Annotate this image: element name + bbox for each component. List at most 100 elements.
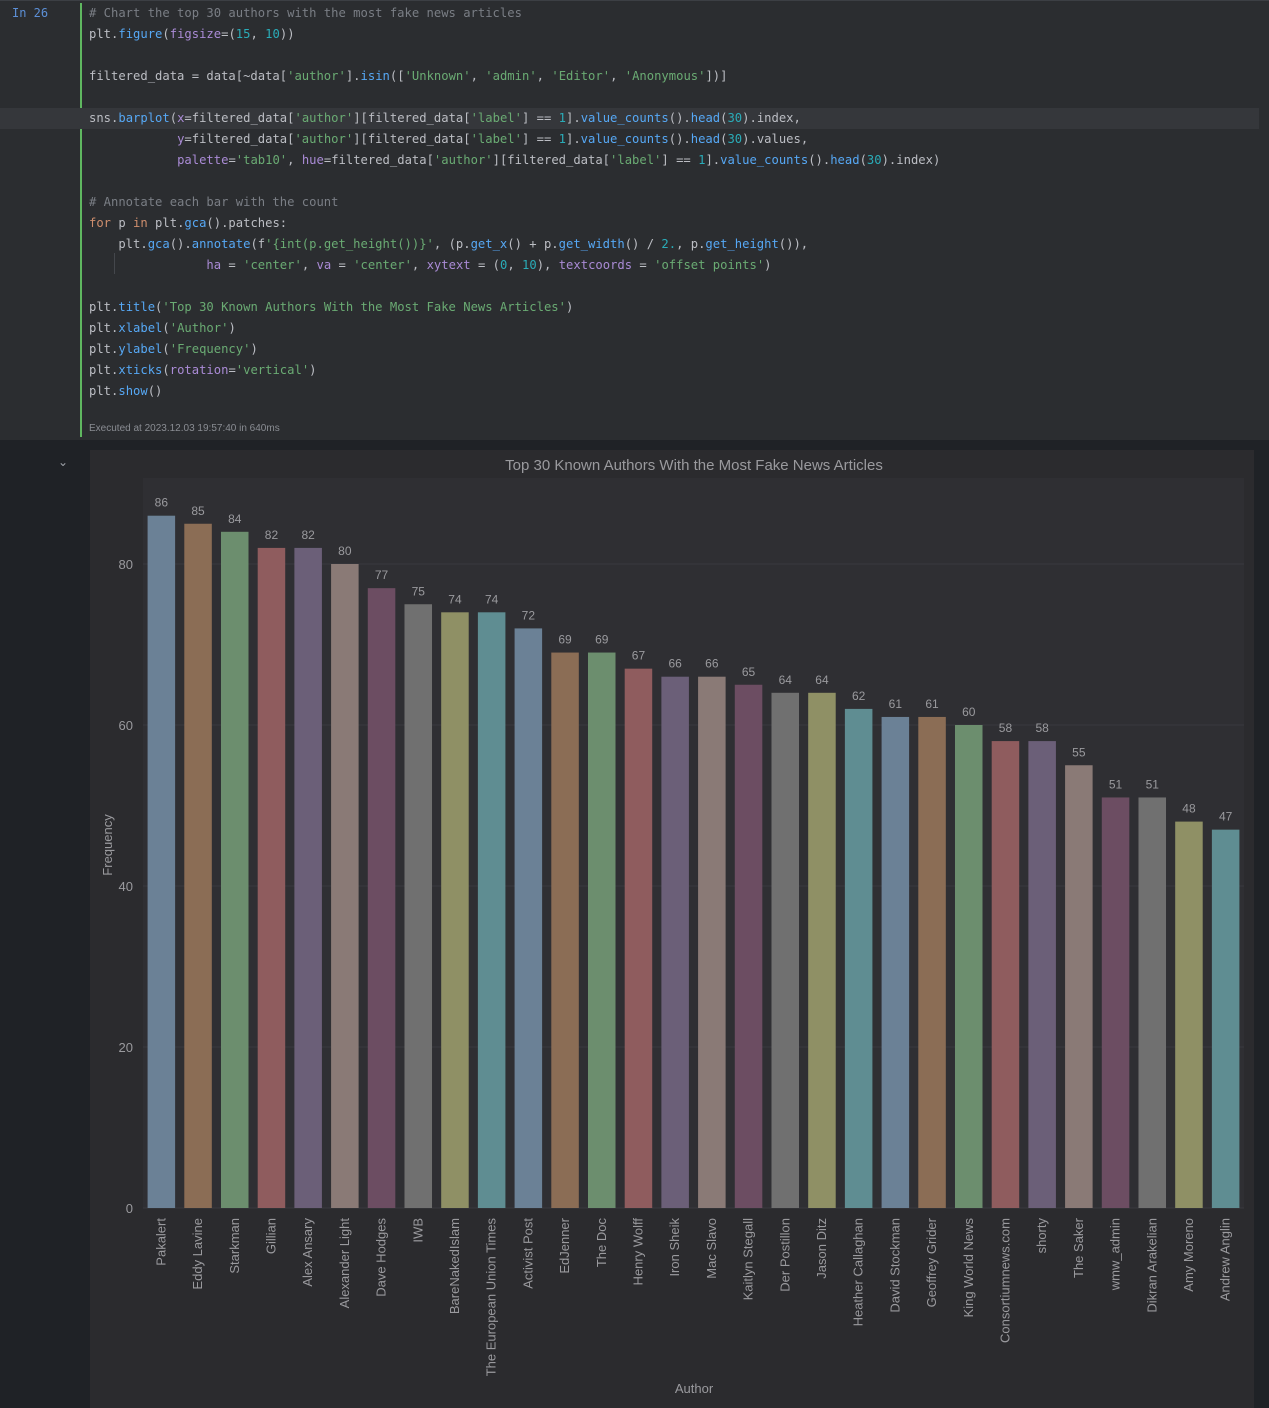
code-line[interactable] <box>89 276 1259 297</box>
bar-the-doc <box>587 652 616 1208</box>
x-tick-label: Dave Hodges <box>374 1218 389 1297</box>
bar-shorty <box>1028 741 1056 1208</box>
x-tick-label: EdJenner <box>557 1217 572 1273</box>
bar-value-label: 77 <box>375 568 389 582</box>
bar-value-label: 84 <box>228 512 242 526</box>
code-line[interactable]: # Chart the top 30 authors with the most… <box>89 6 522 20</box>
y-tick-label: 40 <box>119 879 133 894</box>
x-tick-label: Activist Post <box>520 1218 535 1289</box>
code-line[interactable]: # Annotate each bar with the count <box>89 195 339 209</box>
bar-dikran-arakelian <box>1138 797 1167 1208</box>
x-tick-label: Geoffrey Grider <box>924 1217 939 1307</box>
x-tick-label: Andrew Anglin <box>1218 1218 1233 1301</box>
bar-jason-ditz <box>808 692 836 1208</box>
x-tick-label: Jason Ditz <box>814 1218 829 1279</box>
bar-amy-moreno <box>1175 821 1203 1208</box>
plot-area <box>143 478 1244 1208</box>
cell-execution-prompt: In 26 <box>12 6 49 20</box>
x-tick-label: Kaitlyn Stegall <box>741 1218 756 1300</box>
x-tick-label: Henry Wolff <box>630 1218 645 1286</box>
bar-value-label: 64 <box>779 673 793 687</box>
bar-value-label: 58 <box>999 721 1013 735</box>
bar-value-label: 82 <box>301 528 315 542</box>
bar-value-label: 47 <box>1219 810 1233 824</box>
execution-status: Executed at 2023.12.03 19:57:40 in 640ms <box>89 423 280 434</box>
x-tick-label: Der Postillon <box>777 1218 792 1292</box>
y-tick-label: 0 <box>126 1201 133 1216</box>
code-line[interactable]: ha = 'center', va = 'center', xytext = (… <box>206 258 772 272</box>
bar-value-label: 58 <box>1035 721 1049 735</box>
bar-consortiumnews-com <box>991 741 1020 1208</box>
bar-value-label: 74 <box>448 592 462 606</box>
code-line[interactable]: filtered_data = data[~data['author'].isi… <box>89 69 728 83</box>
bar-value-label: 51 <box>1146 777 1160 791</box>
bar-value-label: 51 <box>1109 777 1123 791</box>
x-tick-label: Gillian <box>263 1218 278 1254</box>
y-axis-label: Frequency <box>100 814 115 876</box>
code-line[interactable]: for p in plt.gca().patches: <box>89 216 288 230</box>
x-tick-label: Alexander Light <box>337 1218 352 1309</box>
bar-alexander-light <box>331 564 359 1208</box>
bar-value-label: 48 <box>1182 802 1196 816</box>
x-tick-label: David Stockman <box>887 1218 902 1313</box>
code-line[interactable]: plt.ylabel('Frequency') <box>89 342 258 356</box>
code-line[interactable]: palette='tab10', hue=filtered_data['auth… <box>177 153 941 167</box>
y-tick-label: 60 <box>119 718 133 733</box>
x-tick-label: Mac Slavo <box>704 1218 719 1279</box>
code-line[interactable]: plt.figure(figsize=(15, 10)) <box>89 27 295 41</box>
x-tick-label: Iron Sheik <box>667 1218 682 1277</box>
bar-alex-ansary <box>294 547 322 1208</box>
y-tick-label: 80 <box>119 557 133 572</box>
bar-andrew-anglin <box>1211 829 1240 1208</box>
code-line[interactable] <box>89 171 1259 192</box>
bar-value-label: 67 <box>632 649 646 663</box>
bar-starkman <box>220 531 249 1208</box>
bar-value-label: 82 <box>265 528 279 542</box>
bar-value-label: 69 <box>595 633 609 647</box>
bar-value-label: 61 <box>925 697 939 711</box>
bar-iwb <box>404 604 433 1208</box>
cell-executed-indicator <box>80 3 82 437</box>
chevron-down-icon[interactable]: ⌄ <box>58 455 69 469</box>
chart-title: Top 30 Known Authors With the Most Fake … <box>505 457 883 474</box>
code-line[interactable]: plt.xlabel('Author') <box>89 321 236 335</box>
bar-value-label: 62 <box>852 689 866 703</box>
x-tick-label: The European Union Times <box>484 1218 499 1377</box>
code-line[interactable] <box>89 45 1259 66</box>
code-editor[interactable]: # Chart the top 30 authors with the most… <box>0 3 1259 402</box>
indent-guide <box>114 253 115 274</box>
bar-value-label: 69 <box>558 633 572 647</box>
bar-david-stockman <box>881 716 910 1208</box>
code-line[interactable]: sns.barplot(x=filtered_data['author'][fi… <box>0 108 1259 129</box>
code-line[interactable] <box>89 87 1259 108</box>
bar-geoffrey-grider <box>918 716 946 1208</box>
chart-figure: 86 85 84 82 82 80 77 75 74 74 72 69 69 67 66 66 65 64 64 62… <box>90 450 1254 1408</box>
code-cell[interactable] <box>0 0 1269 440</box>
code-line[interactable]: plt.title('Top 30 Known Authors With the… <box>89 300 574 314</box>
x-tick-label: Alex Ansary <box>300 1218 315 1287</box>
x-tick-label: wmw_admin <box>1108 1218 1123 1291</box>
bar-heather-callaghan <box>844 708 873 1208</box>
bar-value-label: 65 <box>742 665 756 679</box>
bar-wmw-admin <box>1101 797 1130 1208</box>
cell-top-border <box>0 0 1269 1</box>
bar-value-label: 66 <box>705 657 719 671</box>
bar-kaitlyn-stegall <box>734 684 763 1208</box>
bar-edjenner <box>551 652 579 1208</box>
code-line[interactable]: plt.show() <box>89 384 163 398</box>
bar-chart: 86 85 84 82 82 80 77 75 74 74 72 69 69 67 66 66 65 64 64 62… <box>100 457 1244 1396</box>
bar-iron-sheik <box>661 676 689 1208</box>
bar-value-label: 80 <box>338 544 352 558</box>
bar-value-label: 85 <box>191 504 205 518</box>
x-tick-label: The Doc <box>594 1218 609 1268</box>
bar-value-label: 55 <box>1072 745 1086 759</box>
bar-pakalert <box>147 515 176 1208</box>
bar-value-label: 61 <box>889 697 903 711</box>
y-tick-label: 20 <box>119 1040 133 1055</box>
code-line[interactable]: y=filtered_data['author'][filtered_data[… <box>177 132 809 146</box>
code-line[interactable]: plt.gca().annotate(f'{int(p.get_height()… <box>89 237 809 251</box>
bar-dave-hodges <box>367 588 396 1208</box>
code-line[interactable]: plt.xticks(rotation='vertical') <box>89 363 317 377</box>
x-tick-label: Starkman <box>227 1218 242 1274</box>
bar-barenakedislam <box>441 612 469 1208</box>
